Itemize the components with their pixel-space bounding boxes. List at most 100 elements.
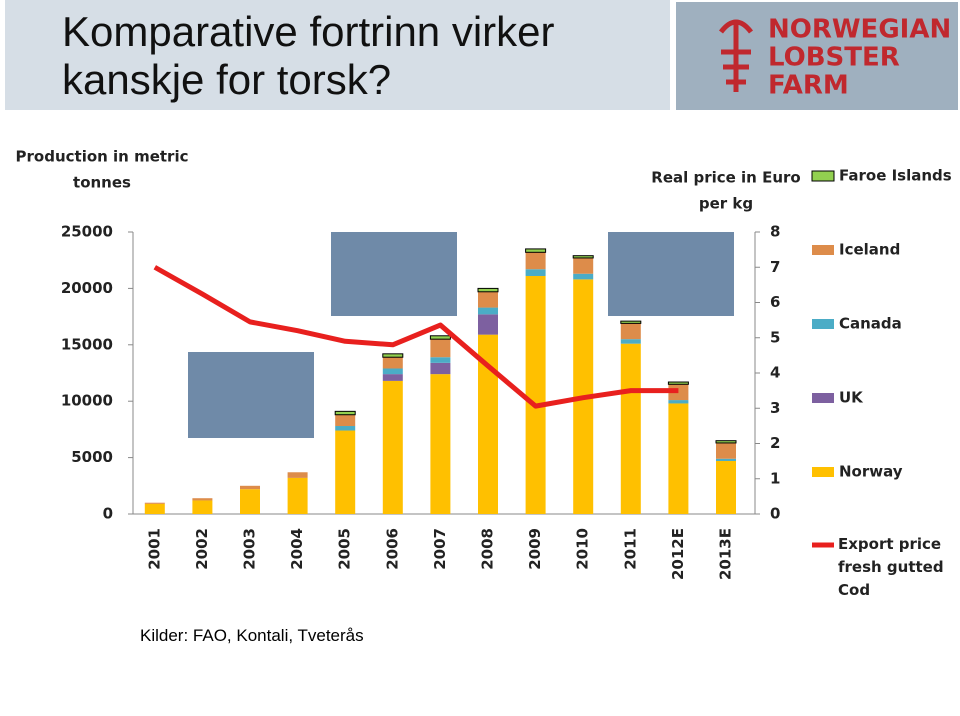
bar-segment xyxy=(716,442,736,459)
bar-segment xyxy=(525,252,546,270)
x-tick-label: 2006 xyxy=(383,528,401,570)
bar-segment xyxy=(525,269,546,276)
title: Komparative fortrinn virker kanskje for … xyxy=(62,8,555,103)
bar-segment xyxy=(287,472,308,478)
legend-label: Norway xyxy=(839,463,903,481)
y2-tick-label: 3 xyxy=(770,399,780,417)
bar-segment xyxy=(525,275,546,514)
price-line xyxy=(153,265,679,409)
logo-text: LOBSTER xyxy=(768,43,900,73)
bar-segment xyxy=(429,335,451,340)
bar-segment xyxy=(668,403,689,514)
bar-segment xyxy=(667,381,689,385)
bar-segment xyxy=(192,500,213,514)
photo xyxy=(608,232,734,316)
photo xyxy=(188,352,314,438)
y2-axis-label: per kg xyxy=(699,195,753,213)
bar-segment xyxy=(478,307,498,315)
photos xyxy=(188,232,734,438)
bar-segment xyxy=(716,458,736,461)
y-tick-label: 10000 xyxy=(61,392,113,410)
x-tick-label: 2004 xyxy=(288,528,306,570)
bar-segment xyxy=(382,353,404,358)
y2-tick-label: 5 xyxy=(770,328,780,346)
x-tick-label: 2001 xyxy=(145,528,163,570)
y2-tick-label: 1 xyxy=(770,469,780,487)
logo: NORWEGIAN LOBSTER FARM xyxy=(676,2,958,110)
bar-segment xyxy=(715,440,737,444)
x-tick-label: 2009 xyxy=(526,528,544,570)
y-axis-label: Production in metric xyxy=(16,148,189,166)
bar-segment xyxy=(478,334,498,514)
bar-segment xyxy=(430,362,451,375)
bar-segment xyxy=(573,273,594,280)
bar-segment xyxy=(572,255,594,259)
legend-swatch xyxy=(812,245,834,255)
y2-tick-label: 0 xyxy=(770,505,780,523)
y-axis-label: tonnes xyxy=(73,174,131,192)
legend-swatch xyxy=(812,393,834,403)
x-tick-label: 2010 xyxy=(574,528,592,570)
bar-segment xyxy=(192,498,213,501)
logo-text: FARM xyxy=(768,71,849,101)
bar-segment xyxy=(573,257,594,274)
source: Kilder: FAO, Kontali, Tveterås xyxy=(140,626,364,645)
bar-segment xyxy=(335,430,356,514)
bar-segment xyxy=(382,380,403,514)
bar-segment xyxy=(620,343,641,514)
bar-segment xyxy=(382,368,403,375)
bar-segment xyxy=(287,477,308,514)
x-tick-label: 2011 xyxy=(621,528,639,570)
legend-label: UK xyxy=(839,389,864,407)
y2-tick-label: 7 xyxy=(770,258,780,276)
x-tick-label: 2013E xyxy=(717,528,735,580)
logo-art: NORWEGIAN LOBSTER FARM xyxy=(719,15,951,101)
title-band xyxy=(5,0,670,110)
y-tick-label: 0 xyxy=(103,505,113,523)
y-tick-label: 5000 xyxy=(71,448,113,466)
bar-segment xyxy=(382,374,403,381)
x-tick-label: 2007 xyxy=(431,528,449,570)
y2-axis-label: Real price in Euro xyxy=(651,169,800,187)
bar-segment xyxy=(620,323,641,340)
bar-segment xyxy=(335,426,356,431)
legend-swatch xyxy=(812,319,834,329)
bar-segment xyxy=(477,287,499,293)
bar-segment xyxy=(478,314,498,335)
y2-tick-label: 8 xyxy=(770,223,780,241)
bar-segment xyxy=(525,248,547,253)
bar-segment xyxy=(620,339,641,344)
bar-segment xyxy=(430,339,451,358)
legend-label: Canada xyxy=(839,315,902,333)
lobster-icon xyxy=(719,19,753,92)
legend-label: Export price fresh gutted Cod xyxy=(838,535,944,599)
bar-segment xyxy=(334,410,356,416)
legend-entry: Export price fresh gutted Cod xyxy=(838,535,944,599)
bar-segment xyxy=(716,460,736,514)
legend-swatch xyxy=(812,467,834,477)
bar-segment xyxy=(430,374,451,514)
bar-segment xyxy=(144,503,165,514)
x-tick-label: 2012E xyxy=(669,528,687,580)
y2-tick-label: 6 xyxy=(770,293,780,311)
x-tick-label: 2005 xyxy=(336,528,354,570)
legend-label: Iceland xyxy=(839,241,900,259)
y2-tick-label: 4 xyxy=(770,364,780,382)
y-tick-label: 20000 xyxy=(61,279,113,297)
y2-tick-label: 2 xyxy=(770,434,780,452)
legend-label: Faroe Islands xyxy=(839,167,952,185)
y-tick-label: 15000 xyxy=(61,335,113,353)
legend-swatch xyxy=(811,170,835,182)
bar-segment xyxy=(478,291,498,308)
bar-segment xyxy=(335,414,356,427)
bar-segment xyxy=(144,502,165,504)
y-tick-label: 25000 xyxy=(61,223,113,241)
bar-segment xyxy=(240,489,260,514)
bar-segment xyxy=(382,357,403,369)
bar-segment xyxy=(620,320,642,324)
x-tick-label: 2008 xyxy=(479,528,497,570)
bar-segment xyxy=(430,357,451,363)
logo-text: NORWEGIAN xyxy=(768,15,951,45)
